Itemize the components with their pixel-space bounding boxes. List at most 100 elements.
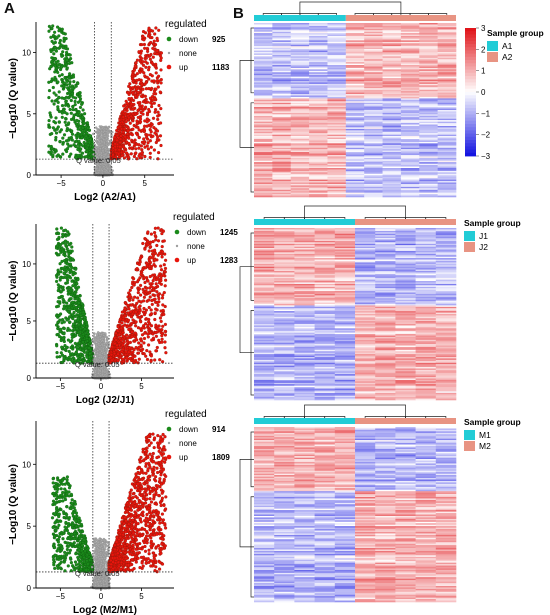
- point-down: [47, 29, 51, 33]
- x-tick-label: 0: [99, 382, 104, 391]
- point-down: [83, 315, 87, 320]
- point-up: [153, 64, 157, 69]
- point-down: [77, 344, 81, 348]
- point-none: [96, 134, 99, 138]
- point-up: [158, 358, 162, 362]
- point-down: [58, 329, 62, 334]
- point-down: [86, 126, 90, 130]
- point-down: [80, 135, 84, 139]
- point-up: [142, 295, 146, 299]
- point-up: [156, 135, 160, 139]
- point-up: [137, 341, 141, 345]
- point-down: [78, 330, 82, 334]
- point-up: [154, 307, 158, 311]
- point-down: [62, 356, 66, 360]
- point-down: [70, 332, 74, 337]
- point-down: [70, 352, 75, 356]
- point-down: [67, 252, 71, 256]
- point-down: [55, 355, 59, 359]
- point-up: [134, 320, 138, 324]
- point-up: [138, 106, 142, 110]
- point-up: [128, 294, 132, 298]
- point-up: [119, 317, 123, 321]
- point-up: [127, 155, 131, 159]
- point-none: [103, 344, 106, 347]
- point-down: [54, 131, 59, 135]
- point-down: [54, 66, 59, 70]
- point-down: [50, 516, 55, 520]
- point-up: [139, 300, 143, 304]
- point-up: [137, 357, 141, 361]
- x-tick-label: −5: [56, 382, 66, 391]
- point-up: [139, 78, 143, 82]
- point-up: [115, 138, 119, 142]
- point-up: [146, 141, 150, 145]
- point-up: [145, 348, 149, 353]
- point-up: [148, 151, 152, 155]
- point-down: [53, 487, 57, 491]
- point-down: [71, 105, 75, 109]
- point-up: [126, 318, 131, 322]
- point-down: [56, 80, 60, 84]
- point-down: [78, 105, 83, 110]
- point-up: [134, 324, 138, 328]
- point-up: [141, 326, 145, 330]
- point-none: [106, 139, 109, 142]
- point-down: [53, 75, 57, 80]
- point-up: [153, 358, 157, 362]
- point-up: [145, 75, 149, 80]
- point-down: [60, 115, 64, 119]
- point-down: [81, 310, 85, 314]
- point-up: [145, 120, 149, 124]
- point-up: [132, 304, 137, 308]
- point-down: [64, 100, 68, 104]
- point-up: [145, 286, 149, 290]
- point-none: [94, 130, 98, 134]
- legend-swatch-none: [175, 244, 179, 248]
- point-up: [123, 307, 127, 311]
- point-up: [125, 101, 129, 106]
- point-down: [55, 350, 59, 355]
- point-down: [52, 41, 56, 45]
- point-none: [102, 347, 105, 350]
- point-down: [85, 131, 89, 135]
- point-down: [71, 86, 75, 90]
- point-up: [113, 135, 117, 139]
- scatter-points: [47, 24, 163, 177]
- point-none: [94, 126, 98, 129]
- x-axis-label: Log2 (A2/A1): [74, 192, 136, 203]
- point-down: [62, 339, 66, 344]
- point-up: [116, 352, 120, 356]
- point-up: [145, 117, 149, 121]
- point-down: [55, 227, 59, 231]
- point-down: [68, 320, 72, 324]
- point-up: [159, 143, 163, 148]
- point-down: [78, 94, 82, 98]
- legend-swatch-up: [174, 257, 180, 263]
- point-down: [70, 91, 74, 96]
- y-tick-label: 10: [22, 260, 31, 269]
- point-down: [56, 288, 60, 293]
- point-down: [80, 302, 84, 306]
- point-up: [130, 133, 134, 137]
- point-down: [71, 75, 76, 79]
- point-up: [137, 154, 141, 158]
- point-down: [69, 98, 73, 103]
- point-up: [131, 91, 135, 95]
- point-up: [156, 239, 161, 243]
- legend-count-down: 1245: [220, 228, 238, 237]
- point-up: [160, 340, 164, 344]
- point-down: [71, 95, 75, 99]
- point-down: [61, 499, 65, 503]
- point-down: [55, 98, 59, 102]
- point-down: [65, 318, 69, 322]
- point-up: [143, 247, 147, 251]
- point-none: [103, 353, 107, 356]
- point-down: [54, 273, 59, 278]
- point-down: [65, 301, 69, 305]
- point-up: [148, 282, 152, 286]
- point-down: [67, 96, 71, 100]
- point-none: [100, 333, 103, 336]
- point-up: [153, 317, 157, 322]
- point-up: [134, 151, 138, 155]
